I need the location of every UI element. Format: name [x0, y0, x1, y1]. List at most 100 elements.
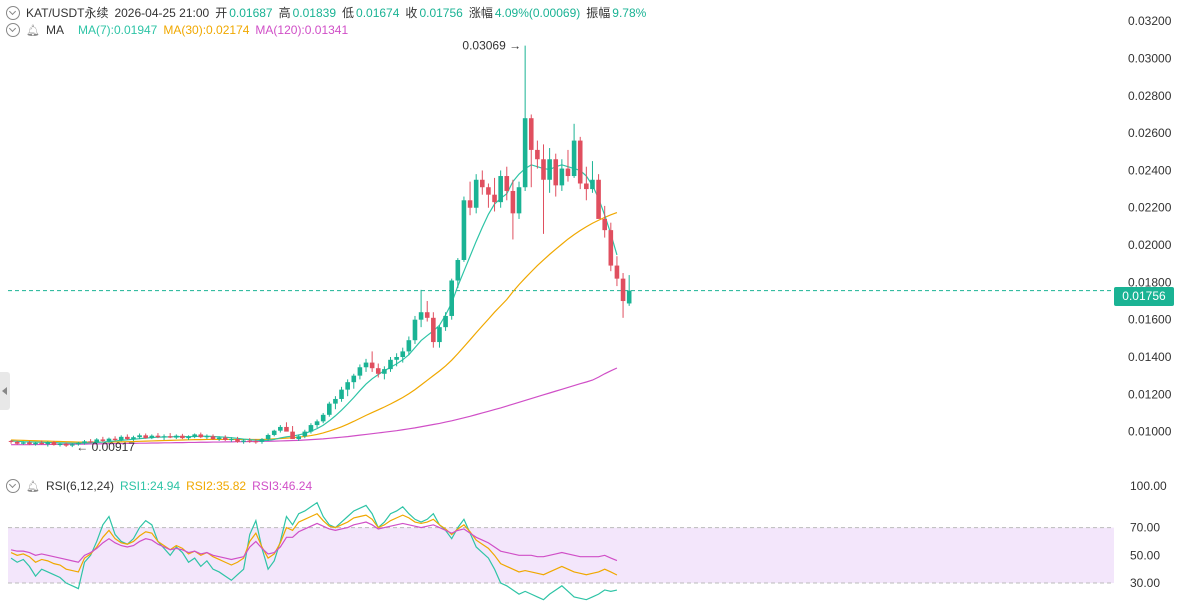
candle-body [431, 317, 436, 343]
candle-body [63, 443, 69, 446]
candle-body [253, 441, 259, 443]
candle-body [167, 436, 173, 438]
rsi2-legend: RSI2:35.82 [186, 479, 247, 493]
candle-body [106, 438, 112, 441]
candle-body [400, 351, 406, 357]
bell-icon[interactable]: 🔔︎ [26, 24, 40, 37]
low-label: 低 [342, 6, 355, 20]
candle-body [504, 176, 510, 191]
collapse-icon[interactable] [6, 23, 20, 37]
candle-body [88, 441, 93, 443]
candle-body [406, 340, 412, 352]
ma7-line [11, 164, 618, 444]
candle-body [259, 439, 265, 442]
candle-body [473, 179, 479, 208]
ma30-legend: MA(30):0.02174 [163, 23, 250, 37]
rsi-band [8, 527, 1114, 584]
collapse-icon[interactable] [6, 479, 20, 493]
ma30-line [11, 212, 618, 443]
candle-body [553, 159, 559, 186]
candle-body [541, 159, 546, 180]
current-price-tag: 0.01756 [1114, 287, 1174, 306]
rsi1-legend: RSI1:24.94 [120, 479, 181, 493]
candle-body [375, 368, 381, 374]
rsi-band-fill [8, 527, 1114, 584]
low-annotation: ← 0.00917 [76, 440, 135, 454]
candle-body [351, 375, 357, 383]
candle-body [394, 356, 399, 360]
rsi-lines [10, 501, 618, 601]
rsi-series-3 [10, 521, 618, 563]
candle-body [27, 442, 32, 445]
candle-body [100, 439, 106, 441]
candle-body [192, 434, 197, 437]
candle-body [327, 403, 332, 415]
candle-body [382, 369, 387, 374]
candle-body [51, 442, 57, 446]
rsi3-legend: RSI3:46.24 [252, 479, 313, 493]
collapse-icon[interactable] [6, 5, 20, 20]
candle-body [363, 362, 369, 368]
change-value: 4.09%(0.00069) [494, 5, 581, 20]
amp-label: 振幅 [586, 6, 611, 20]
candle-body [76, 442, 81, 445]
candle-body [174, 435, 179, 438]
ohlc-header: KAT/USDT永续 2026-04-25 21:00 开 0.01687 高 0.… [6, 4, 652, 21]
price-tick-label: 0.03000 [1128, 52, 1172, 66]
candle-body [467, 200, 473, 208]
ma120-line [11, 367, 618, 446]
candle-body [516, 187, 522, 214]
datetime: 2026-04-25 21:00 [114, 5, 210, 20]
candle-body [204, 436, 210, 438]
candle-body [320, 414, 326, 422]
candle-body [308, 425, 314, 432]
candle-body [21, 442, 26, 444]
candle-body [284, 426, 289, 432]
high-value: 0.01839 [292, 5, 337, 20]
close-value: 0.01756 [419, 5, 463, 20]
candle-body [186, 436, 191, 439]
candle-body [418, 312, 424, 320]
panel-collapse-handle[interactable] [0, 372, 10, 410]
ma-label[interactable]: MA [45, 23, 64, 37]
candle-body [265, 434, 271, 440]
close-label: 收 [405, 6, 418, 20]
rsi-label[interactable]: RSI(6,12,24) [45, 479, 115, 493]
candle-body [547, 159, 552, 180]
symbol: KAT/USDT永续 [26, 6, 109, 20]
high-label: 高 [278, 6, 291, 20]
rsi-tick-label: 50.00 [1130, 548, 1160, 562]
candle-body [369, 362, 375, 369]
candle-body [535, 149, 540, 160]
candle-body [571, 140, 577, 177]
amp-value: 9.78% [612, 5, 647, 20]
price-axis: 0.03200 0.03000 0.02800 0.02600 0.02400 0.022… [1128, 14, 1172, 438]
candle-body [137, 435, 142, 438]
current-price-value: 0.01756 [1122, 289, 1166, 303]
candle-body [620, 278, 626, 302]
candle-body [565, 168, 571, 177]
candle-body [45, 442, 51, 445]
price-tick-label: 0.02400 [1128, 163, 1172, 177]
candle-body [449, 280, 454, 316]
ma-legend: 🔔︎ MA MA(7):0.01947 MA(30):0.02174 MA(12… [6, 23, 354, 37]
candle-body [626, 290, 632, 304]
price-tick-label: 0.02200 [1128, 201, 1172, 215]
rsi-tick-label: 30.00 [1130, 576, 1160, 590]
candle-body [131, 437, 136, 440]
candle-body [198, 434, 204, 438]
candle-body [590, 179, 595, 190]
candle-body [510, 190, 516, 214]
candle-body [388, 359, 393, 370]
open-label: 开 [215, 6, 228, 20]
candle-body [235, 439, 240, 442]
bell-icon[interactable]: 🔔︎ [26, 480, 40, 493]
candle-body [216, 437, 222, 440]
price-tick-label: 0.02000 [1128, 238, 1172, 252]
candle-body [314, 421, 320, 426]
candle-body [241, 440, 246, 442]
price-tick-label: 0.01200 [1128, 387, 1172, 401]
candle-body [596, 179, 601, 219]
candles [8, 45, 632, 448]
ma7-path [11, 164, 618, 444]
